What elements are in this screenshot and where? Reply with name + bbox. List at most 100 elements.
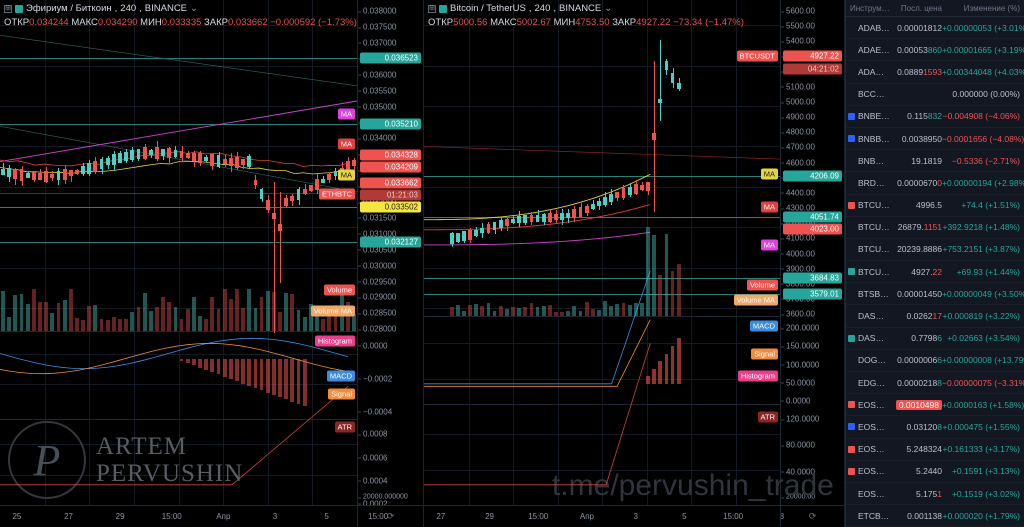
indicator-tag-btcusdt[interactable]: BTCUSDT: [736, 50, 778, 62]
time-axis-right[interactable]: 27 29 15:00 Апр 3 5 15:00 8 ⟳: [424, 505, 844, 527]
chevron-down-icon[interactable]: ⌄: [604, 3, 613, 14]
symbol-label[interactable]: EDGBTC: [858, 377, 890, 388]
interval[interactable]: 240: [120, 3, 137, 14]
symbol-label[interactable]: BTCUSDT: [858, 266, 890, 277]
column-header-change[interactable]: Изменение (%): [963, 3, 1020, 13]
watchlist-row[interactable]: EOSUSDT 5.1751 +0.1519 (+3.02%): [846, 483, 1024, 506]
price-tag[interactable]: 0.036523: [360, 52, 421, 64]
price-tag[interactable]: 0.035210: [360, 118, 421, 130]
symbol-label[interactable]: EOSETH: [858, 421, 890, 432]
interval[interactable]: 240: [534, 3, 551, 14]
symbol-name[interactable]: Bitcoin / TetherUS: [450, 3, 526, 14]
price-tag[interactable]: 4206.09: [783, 170, 842, 182]
symbol-label[interactable]: DOGEBTC: [858, 355, 890, 366]
indicator-tag-atr[interactable]: ATR: [334, 421, 355, 433]
symbol-label[interactable]: BTCUSDLONG: [858, 222, 890, 233]
price-tag[interactable]: 0.032127: [360, 236, 421, 248]
price-tag[interactable]: 4023.00: [783, 223, 842, 235]
price-tag[interactable]: 01:21:03: [360, 189, 421, 201]
symbol-label[interactable]: BTCUSDSHORT: [858, 244, 890, 255]
timezone-clock-icon[interactable]: ⟳: [357, 506, 423, 527]
price-tag[interactable]: 04:21:02: [783, 63, 842, 75]
symbol-label[interactable]: EOSUSD: [858, 466, 890, 477]
price-tag[interactable]: 4051.74: [783, 211, 842, 223]
timezone-clock-icon[interactable]: ⟳: [780, 506, 844, 527]
symbol-label[interactable]: ADAUSDT: [858, 66, 890, 77]
symbol-label[interactable]: DASHBTC: [858, 311, 890, 322]
indicator-tag-ma[interactable]: MA: [760, 168, 778, 180]
watchlist-row[interactable]: ADAUSDT 0.08891593+0.00344048 (+4.03%): [846, 61, 1024, 84]
symbol-label[interactable]: ETCBTC: [858, 510, 890, 521]
column-header-last[interactable]: Посл. цена: [900, 3, 942, 13]
indicator-tag-ma[interactable]: MA: [760, 201, 778, 213]
price-tag[interactable]: 0.034209: [360, 161, 421, 173]
symbol-label[interactable]: ADAETH: [858, 44, 890, 55]
watchlist-row[interactable]: DASHBTC 0.026217+0.000819 (+3.22%): [846, 305, 1024, 328]
watchlist-row[interactable]: ADABTC 0.00001812 +0.00000053 (+3.01%): [846, 17, 1024, 40]
watchlist-row[interactable]: EOSUSD 5.248324+0.161333 (+3.17%): [846, 439, 1024, 461]
watchlist-panel[interactable]: Инструм… Посл. цена Изменение (%) ADABTC…: [845, 0, 1024, 527]
indicator-tag-volume[interactable]: Volume: [746, 279, 778, 291]
watchlist-row[interactable]: BTCUSDSHORT 20239.8886+753.2151 (+3.87%): [846, 239, 1024, 262]
watchlist-row[interactable]: BTCUSDLONG 26879.1151+392.9218 (+1.48%): [846, 217, 1024, 239]
price-axis-left[interactable]: 0.0380000.0375000.0370000.0365000.036000…: [357, 0, 423, 508]
watchlist-row[interactable]: EOSBTC 0.0010498 +0.0000163 (+1.58%): [846, 394, 1024, 417]
symbol-label[interactable]: BNBETH: [858, 111, 890, 122]
symbol-label[interactable]: BNBUSDT: [858, 155, 890, 166]
indicator-tag-macd[interactable]: MACD: [326, 370, 355, 382]
watchlist-row[interactable]: ETCBTC 0.001138 +0.000020 (+1.79%): [846, 505, 1024, 527]
watchlist-row[interactable]: BTSBTC 0.00001450 +0.00000049 (+3.50%): [846, 283, 1024, 306]
symbol-label[interactable]: EOSUSD: [858, 444, 890, 455]
chart-pane-ethbtc[interactable]: ⊞ Эфириум / Биткоин , 240 , BINANCE ⌄ ОТ…: [0, 0, 424, 527]
chevron-down-icon[interactable]: ⌄: [190, 3, 198, 14]
indicator-tag-signal[interactable]: Signal: [751, 348, 778, 359]
price-tag[interactable]: 0.034328: [360, 149, 421, 161]
chart-pane-btcusdt[interactable]: ⊞ Bitcoin / TetherUS , 240 , BINANCE ⌄ О…: [424, 0, 845, 527]
indicator-tag-ma[interactable]: MA: [337, 108, 355, 120]
time-axis-left[interactable]: 25 27 29 15:00 Апр 3 5 15:00 ⟳: [0, 505, 423, 527]
indicator-tag-histogram[interactable]: Histogram: [314, 335, 355, 347]
indicator-tag-ethbtc[interactable]: ETHBTC: [319, 188, 355, 200]
watchlist-row[interactable]: BCCUSD 0.000000 (0.00%): [846, 84, 1024, 106]
watchlist-row[interactable]: EOSETH 0.031208 +0.000475 (+1.55%): [846, 416, 1024, 439]
watchlist-row[interactable]: DASHETH 0.77986 +0.02663 (+3.54%): [846, 328, 1024, 350]
symbol-label[interactable]: EOSBTC: [858, 399, 890, 410]
symbol-label[interactable]: BNBBTC: [858, 133, 890, 144]
column-header-symbol[interactable]: Инструм…: [850, 3, 890, 13]
symbol-name[interactable]: Эфириум / Биткоин: [26, 3, 112, 14]
watchlist-row[interactable]: BTCUSDT 4927.22 +69.93 (+1.44%): [846, 261, 1024, 284]
price-tag[interactable]: 3684.83: [783, 272, 842, 284]
watchlist-row[interactable]: EOSUSD 5.2440 +0.1591 (+3.13%): [846, 461, 1024, 483]
indicator-tag-volume-ma[interactable]: Volume MA: [310, 305, 355, 317]
watchlist-row[interactable]: BRDBTC 0.00006700 +0.00000194 (+2.98%): [846, 172, 1024, 195]
symbol-label[interactable]: BTSBTC: [858, 288, 890, 299]
symbol-label[interactable]: BCCUSD: [858, 89, 890, 100]
indicator-tag-volume-ma[interactable]: Volume MA: [733, 294, 778, 306]
watchlist-row[interactable]: EDGBTC 0.00002188 −0.00000075 (−3.31%): [846, 372, 1024, 395]
indicator-tag-volume[interactable]: Volume: [323, 284, 355, 296]
indicator-tag-ma[interactable]: MA: [337, 169, 355, 181]
price-axis-right[interactable]: 5600.005500.005400.005300.005200.005100.…: [780, 0, 844, 505]
symbol-label[interactable]: BRDBTC: [858, 177, 890, 188]
watchlist-row[interactable]: ADAETH 0.00053860 +0.00001665 (+3.19%): [846, 39, 1024, 62]
price-tag[interactable]: 0.033502: [360, 201, 421, 213]
indicator-tag-histogram[interactable]: Histogram: [737, 370, 778, 382]
symbol-label[interactable]: BTCUSD: [858, 200, 890, 211]
chart-plot-area-right[interactable]: Volume Volume MA BTCUSDT MA MA MA MACD Signal Hi…: [424, 0, 780, 505]
price-tag[interactable]: 3579.01: [783, 288, 842, 300]
expand-icon[interactable]: ⊞: [4, 4, 12, 13]
watchlist-row[interactable]: BNBBTC 0.0038950 −0.0001656 (−4.08%): [846, 128, 1024, 151]
watchlist-row[interactable]: DOGEBTC 0.00000066+0.00000008 (+13.79%): [846, 350, 1024, 372]
indicator-tag-ma[interactable]: MA: [760, 239, 778, 251]
symbol-label[interactable]: DASHETH: [858, 333, 890, 344]
watchlist-row[interactable]: BNBETH 0.115832 −0.004908 (−4.06%): [846, 106, 1024, 128]
price-tag[interactable]: 4927.22: [783, 50, 842, 62]
indicator-tag-signal[interactable]: Signal: [328, 388, 355, 400]
chart-plot-area-left[interactable]: Volume Volume MA MA MA MA ETHBTC Histogram MACD…: [0, 0, 357, 505]
symbol-label[interactable]: EOSUSDT: [858, 488, 890, 499]
expand-icon[interactable]: ⊞: [428, 4, 436, 13]
indicator-tag-ma[interactable]: MA: [337, 138, 355, 150]
indicator-tag-macd[interactable]: MACD: [749, 320, 778, 332]
watchlist-row[interactable]: BNBUSDT 19.1819 −0.5336 (−2.71%): [846, 150, 1024, 173]
symbol-label[interactable]: ADABTC: [858, 22, 890, 33]
